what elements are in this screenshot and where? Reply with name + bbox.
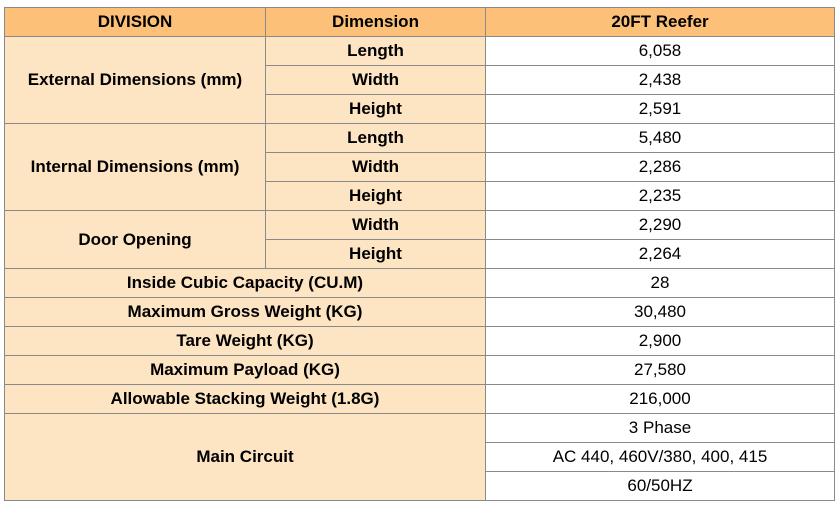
table-row: 60/50HZ [5, 471, 835, 501]
table-row: Height 2,235 [5, 181, 835, 211]
table-row: Maximum Gross Weight (KG) 30,480 [4, 297, 835, 327]
table-row: Height 2,591 [5, 94, 835, 124]
table-row: Width 2,438 [5, 65, 835, 95]
value-cell: 30,480 [485, 297, 835, 327]
value-cell: 5,480 [485, 123, 835, 153]
value-cell: 27,580 [485, 355, 835, 385]
table-row: Inside Cubic Capacity (CU.M) 28 [4, 268, 835, 298]
spec-table: DIVISION Dimension 20FT Reefer External Dim… [4, 7, 835, 501]
table-row: Internal Dimensions (mm) Length 5,480 [4, 123, 835, 211]
value-cell: 2,900 [485, 326, 835, 356]
dimension-cell: Height [265, 181, 486, 211]
division-cell: Tare Weight (KG) [4, 326, 486, 356]
value-cell: 2,235 [485, 181, 835, 211]
dimension-cell: Height [265, 94, 486, 124]
value-cell: 2,264 [485, 239, 835, 269]
value-cell: 3 Phase [485, 413, 835, 443]
value-cell: 28 [485, 268, 835, 298]
table-row: Tare Weight (KG) 2,900 [4, 326, 835, 356]
table-row: Allowable Stacking Weight (1.8G) 216,000 [4, 384, 835, 414]
value-cell: AC 440, 460V/380, 400, 415 [485, 442, 835, 472]
table-row: Door Opening Width 2,290 [4, 210, 835, 269]
value-cell: 2,290 [485, 210, 835, 240]
value-cell: 6,058 [485, 36, 835, 66]
dimension-cell: Length [265, 123, 486, 153]
dimension-cell: Width [265, 152, 486, 182]
value-cell: 2,438 [485, 65, 835, 95]
table-body: DIVISION Dimension 20FT Reefer External Dim… [4, 7, 835, 501]
table-row: Main Circuit 3 Phase [4, 413, 835, 501]
division-cell: External Dimensions (mm) [4, 36, 266, 124]
division-cell: Maximum Payload (KG) [4, 355, 486, 385]
value-cell: 2,286 [485, 152, 835, 182]
table-row: Height 2,264 [5, 239, 835, 269]
table-row: AC 440, 460V/380, 400, 415 [5, 442, 835, 472]
value-cell: 2,591 [485, 94, 835, 124]
value-cell: 216,000 [485, 384, 835, 414]
header-cell: DIVISION [4, 7, 266, 37]
table-row: Width 2,286 [5, 152, 835, 182]
division-cell: Allowable Stacking Weight (1.8G) [4, 384, 486, 414]
division-cell: Internal Dimensions (mm) [4, 123, 266, 211]
dimension-cell: Length [265, 36, 486, 66]
header-cell: Dimension [265, 7, 486, 37]
division-cell: Maximum Gross Weight (KG) [4, 297, 486, 327]
table-row: DIVISION Dimension 20FT Reefer [4, 7, 835, 37]
division-cell: Main Circuit [4, 413, 486, 501]
dimension-cell: Height [265, 239, 486, 269]
dimension-cell: Width [265, 210, 486, 240]
division-cell: Door Opening [4, 210, 266, 269]
header-cell: 20FT Reefer [485, 7, 835, 37]
table-row: Maximum Payload (KG) 27,580 [4, 355, 835, 385]
table-row: External Dimensions (mm) Length 6,058 [4, 36, 835, 124]
dimension-cell: Width [265, 65, 486, 95]
division-cell: Inside Cubic Capacity (CU.M) [4, 268, 486, 298]
value-cell: 60/50HZ [485, 471, 835, 501]
